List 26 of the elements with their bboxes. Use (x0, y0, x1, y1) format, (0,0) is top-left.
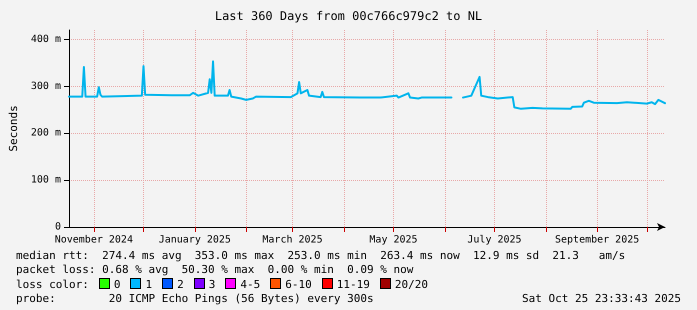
x-tick-label: September 2025 (554, 234, 640, 246)
text: 3 (208, 278, 216, 291)
text: 2 (177, 278, 184, 291)
chart-title: Last 360 Days from 00c766c979c2 to NL (214, 9, 482, 23)
text: Sat Oct 25 23:33:43 2025 (522, 292, 681, 305)
y-tick-label: 300 m (30, 80, 61, 92)
x-tick-label: November 2024 (54, 234, 133, 246)
text: 4-5 (240, 278, 260, 291)
y-tick-label: 200 m (30, 128, 61, 139)
text: 20/20 (394, 278, 428, 291)
text: packet loss: 0.68 % avg 50.30 % max 0.00 % min 0.09 % now (16, 263, 414, 276)
y-tick-label: 0 (54, 222, 61, 232)
text: 11-19 (336, 278, 370, 291)
text: 0 (114, 278, 120, 291)
x-tick-label: May 2025 (369, 234, 418, 246)
y-axis-title: Seconds (7, 105, 20, 152)
y-tick-label: 400 m (30, 34, 61, 45)
y-tick-label: 100 m (30, 174, 61, 186)
text: median rtt: 274.4 ms avg 353.0 ms max 253.0 ms min 263.4 ms now 12.9 ms sd 21.3 am/s (16, 249, 626, 262)
text: probe: 20 ICMP Echo Pings (56 Bytes) every 300s (16, 292, 374, 305)
x-tick-label: March 2025 (262, 234, 323, 246)
x-tick-label: July 2025 (467, 234, 522, 246)
text: 1 (145, 278, 152, 291)
x-tick-label: January 2025 (158, 234, 231, 246)
text: loss color: (16, 278, 89, 291)
text: 6-10 (285, 278, 312, 291)
